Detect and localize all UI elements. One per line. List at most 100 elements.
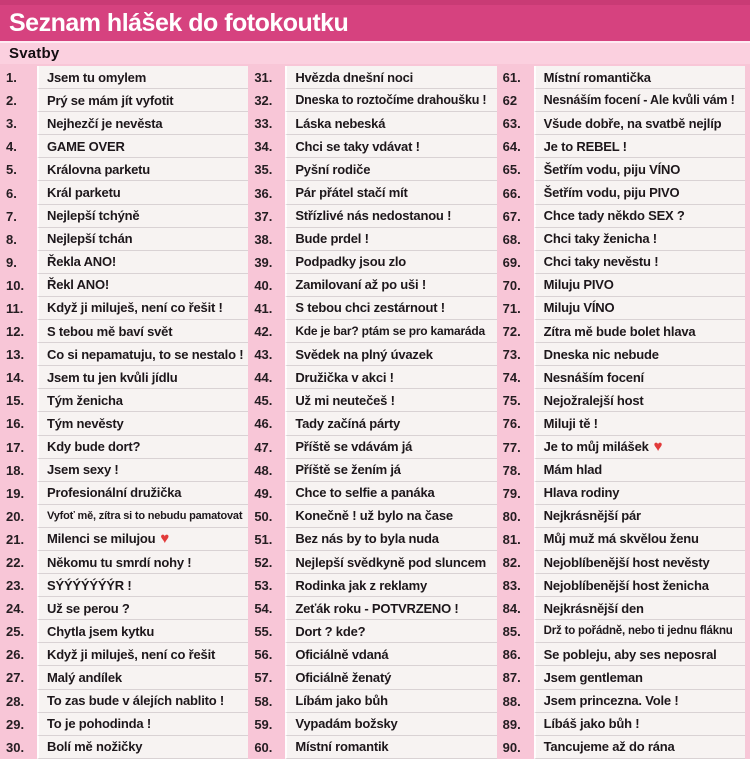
item-text-label: Nejlepší svědkyně pod sluncem bbox=[295, 554, 487, 570]
item-text: Podpadky jsou zlo bbox=[285, 250, 497, 274]
item-text: Příště se vdávám já bbox=[285, 435, 497, 459]
item-text-label: Družička v akci ! bbox=[295, 369, 394, 385]
list-item: 82. Nejoblíbenější host nevěsty bbox=[497, 550, 745, 575]
item-text: Malý andílek bbox=[37, 666, 249, 690]
item-number: 40. bbox=[254, 277, 273, 293]
list-item: 38. Bude prdel ! bbox=[248, 227, 497, 251]
item-text-label: Miluju VÍNO bbox=[543, 300, 615, 316]
list-item: 46. Tady začíná párty bbox=[248, 412, 497, 436]
item-number: 55. bbox=[254, 624, 273, 640]
item-text: Chce tady někdo SEX ? bbox=[533, 204, 745, 228]
list-item: 6. Král parketu bbox=[0, 181, 249, 205]
item-text-label: Hvězda dnešní noci bbox=[295, 69, 414, 85]
item-text-label: Chci taky nevěstu ! bbox=[543, 254, 659, 270]
list-item: 27. Malý andílek bbox=[0, 666, 249, 690]
item-text: Vyfoť mě, zítra si to nebudu pamatovat bbox=[37, 504, 249, 528]
item-text-label: Chce tady někdo SEX ? bbox=[543, 208, 685, 224]
item-text: Bolí mě nožičky bbox=[37, 735, 249, 759]
item-text-label: Když ji miluješ, není co řešit ! bbox=[47, 300, 223, 316]
item-text-label: To zas bude v álejích nablito ! bbox=[47, 693, 225, 709]
item-text-label: S tebou mě baví svět bbox=[47, 323, 173, 339]
list-item: 74. Nesnáším focení bbox=[497, 366, 745, 390]
item-number: 81. bbox=[502, 531, 521, 547]
list-item: 70. Miluju PIVO bbox=[497, 273, 745, 297]
page-header: Seznam hlášek do fotokoutku bbox=[0, 0, 750, 41]
item-text-label: Chytla jsem kytku bbox=[47, 623, 155, 639]
item-text-label: Nejoblíbenější host ženicha bbox=[543, 577, 709, 593]
item-number: 78. bbox=[502, 462, 521, 478]
item-text-label: Vypadám božsky bbox=[295, 716, 398, 732]
item-number: 28. bbox=[6, 693, 25, 709]
item-text-label: Pár přátel stačí mít bbox=[295, 185, 408, 201]
item-text-label: Malý andílek bbox=[47, 669, 122, 685]
page-title: Seznam hlášek do fotokoutku bbox=[9, 8, 349, 37]
list-item: 79. Hlava rodiny bbox=[497, 481, 745, 505]
item-text: Dneska nic nebude bbox=[533, 343, 745, 367]
item-text-label: Tým ženicha bbox=[47, 392, 123, 408]
item-text-label: Vyfoť mě, zítra si to nebudu pamatovat bbox=[47, 509, 243, 522]
item-number: 90. bbox=[502, 739, 521, 755]
item-text: Miluju VÍNO bbox=[533, 296, 745, 321]
item-text-label: Profesionální družička bbox=[47, 485, 182, 501]
list-item: 63. Všude dobře, na svatbě nejlíp bbox=[497, 112, 745, 136]
item-text: Nesnáším focení - Ale kvůli vám ! bbox=[533, 89, 745, 113]
item-text: Všude dobře, na svatbě nejlíp bbox=[533, 112, 745, 136]
item-text-label: Jsem princezna. Vole ! bbox=[543, 693, 679, 709]
item-text: Pár přátel stačí mít bbox=[285, 181, 497, 205]
item-number: 71. bbox=[502, 300, 521, 316]
item-text: Tady začíná párty bbox=[285, 412, 497, 436]
list-item: 78. Mám hlad bbox=[497, 458, 745, 482]
item-text-label: Příště se žením já bbox=[295, 462, 401, 478]
item-text: Dort ? kde? bbox=[285, 620, 497, 644]
item-number: 23. bbox=[6, 578, 25, 594]
item-number: 46. bbox=[254, 416, 273, 432]
item-number: 5. bbox=[6, 162, 17, 178]
item-number: 33. bbox=[254, 116, 273, 132]
phrase-column-2: 31. Hvězda dnešní noci 32. Dneska to roztoč… bbox=[248, 66, 497, 759]
list-item: 33. Láska nebeská bbox=[248, 112, 497, 136]
item-text-label: Nejoblíbenější host nevěsty bbox=[543, 554, 710, 570]
list-item: 30. Bolí mě nožičky bbox=[0, 735, 249, 759]
item-text-label: Už mi neutečeš ! bbox=[295, 392, 395, 408]
item-number: 82. bbox=[502, 555, 521, 571]
list-item: 58. Líbám jako bůh bbox=[248, 689, 497, 713]
item-text-label: Dneska to roztočíme drahoušku ! bbox=[295, 93, 487, 108]
item-text-label: Rodinka jak z reklamy bbox=[295, 577, 427, 593]
item-number: 37. bbox=[254, 208, 273, 224]
list-item: 87. Jsem gentleman bbox=[497, 666, 745, 690]
item-text: Bez nás by to byla nuda bbox=[285, 527, 497, 551]
item-text-label: Jsem tu omylem bbox=[47, 69, 147, 85]
item-number: 17. bbox=[6, 439, 25, 455]
item-text-label: Miluju PIVO bbox=[543, 277, 614, 293]
item-text: To je pohodinda ! bbox=[37, 712, 249, 736]
item-text: Tým ženicha bbox=[37, 389, 249, 413]
list-item: 3. Nejhezčí je nevěsta bbox=[0, 112, 249, 136]
item-number: 42. bbox=[254, 324, 273, 340]
item-text: Šetřím vodu, piju PIVO bbox=[533, 181, 745, 205]
item-text-label: Nejkrásnější den bbox=[543, 600, 644, 616]
list-item: 40. Zamilovaní až po uši ! bbox=[248, 273, 497, 297]
list-item: 88. Jsem princezna. Vole ! bbox=[497, 689, 745, 713]
item-text-label: Konečně ! už bylo na čase bbox=[295, 508, 453, 524]
list-item: 80. Nejkrásnější pár bbox=[497, 504, 745, 528]
item-number: 15. bbox=[6, 393, 25, 409]
phrase-list: 1. Jsem tu omylem 2. Prý se mám jít vyfotit… bbox=[0, 64, 750, 759]
item-text: Prý se mám jít vyfotit bbox=[37, 89, 249, 113]
item-text-label: Nejlepší tchýně bbox=[47, 208, 140, 224]
item-number: 64. bbox=[502, 139, 521, 155]
item-number: 84. bbox=[502, 601, 521, 617]
item-text: Chce to selfie a panáka bbox=[285, 481, 497, 505]
item-number: 72. bbox=[502, 324, 521, 340]
item-text-label: S tebou chci zestárnout ! bbox=[295, 300, 445, 316]
item-text: Je to REBEL ! bbox=[533, 135, 745, 159]
item-text: Už se perou ? bbox=[37, 597, 249, 621]
list-item: 23. SÝÝÝÝÝÝÝR ! bbox=[0, 574, 249, 598]
item-number: 32. bbox=[254, 93, 273, 109]
list-item: 65. Šetřím vodu, piju VÍNO bbox=[497, 158, 745, 182]
item-text: Zítra mě bude bolet hlava bbox=[533, 320, 745, 344]
item-number: 11. bbox=[6, 300, 24, 316]
item-text: Konečně ! už bylo na čase bbox=[285, 504, 497, 528]
item-text: GAME OVER bbox=[37, 135, 249, 159]
list-item: 51. Bez nás by to byla nuda bbox=[248, 527, 497, 551]
item-text: Kdy bude dort? bbox=[37, 435, 249, 459]
